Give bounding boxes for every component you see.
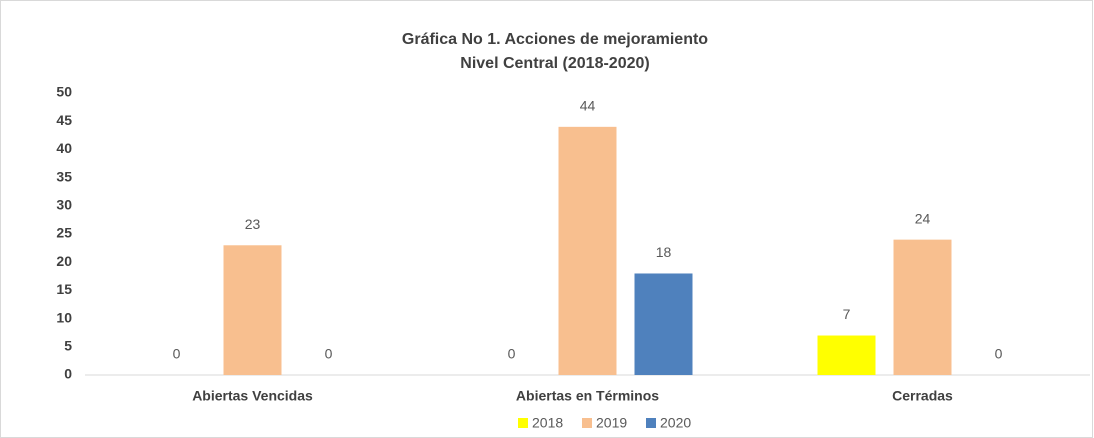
x-tick-label: Abiertas en Términos [516,388,659,404]
value-label: 0 [325,346,333,362]
legend-swatch [582,418,592,428]
value-label: 44 [580,98,596,114]
bar [634,273,693,375]
y-tick-label: 50 [56,84,72,100]
legend-swatch [518,418,528,428]
legend-swatch [646,418,656,428]
x-tick-label: Abiertas Vencidas [192,388,313,404]
value-label: 0 [173,346,181,362]
value-label: 0 [508,346,516,362]
y-tick-label: 0 [64,366,72,382]
y-tick-label: 30 [56,197,72,213]
bar [893,239,952,375]
chart-title: Gráfica No 1. Acciones de mejoramiento [402,31,708,48]
value-label: 24 [915,210,931,226]
y-tick-label: 25 [56,225,72,241]
legend-label: 2020 [660,415,691,431]
y-tick-label: 45 [56,112,72,128]
value-label: 18 [656,244,672,260]
y-tick-label: 10 [56,309,72,325]
value-label: 7 [843,306,851,322]
y-tick-label: 5 [64,338,72,354]
value-label: 23 [245,216,261,232]
y-tick-label: 15 [56,281,72,297]
legend-label: 2019 [596,415,627,431]
bar [223,245,282,375]
chart-subtitle: Nivel Central (2018-2020) [460,55,649,72]
x-tick-label: Cerradas [892,388,953,404]
bar [817,335,876,375]
y-tick-label: 40 [56,140,72,156]
y-tick-label: 35 [56,168,72,184]
legend-label: 2018 [532,415,563,431]
value-label: 0 [995,346,1003,362]
bar [558,126,617,375]
y-tick-label: 20 [56,253,72,269]
